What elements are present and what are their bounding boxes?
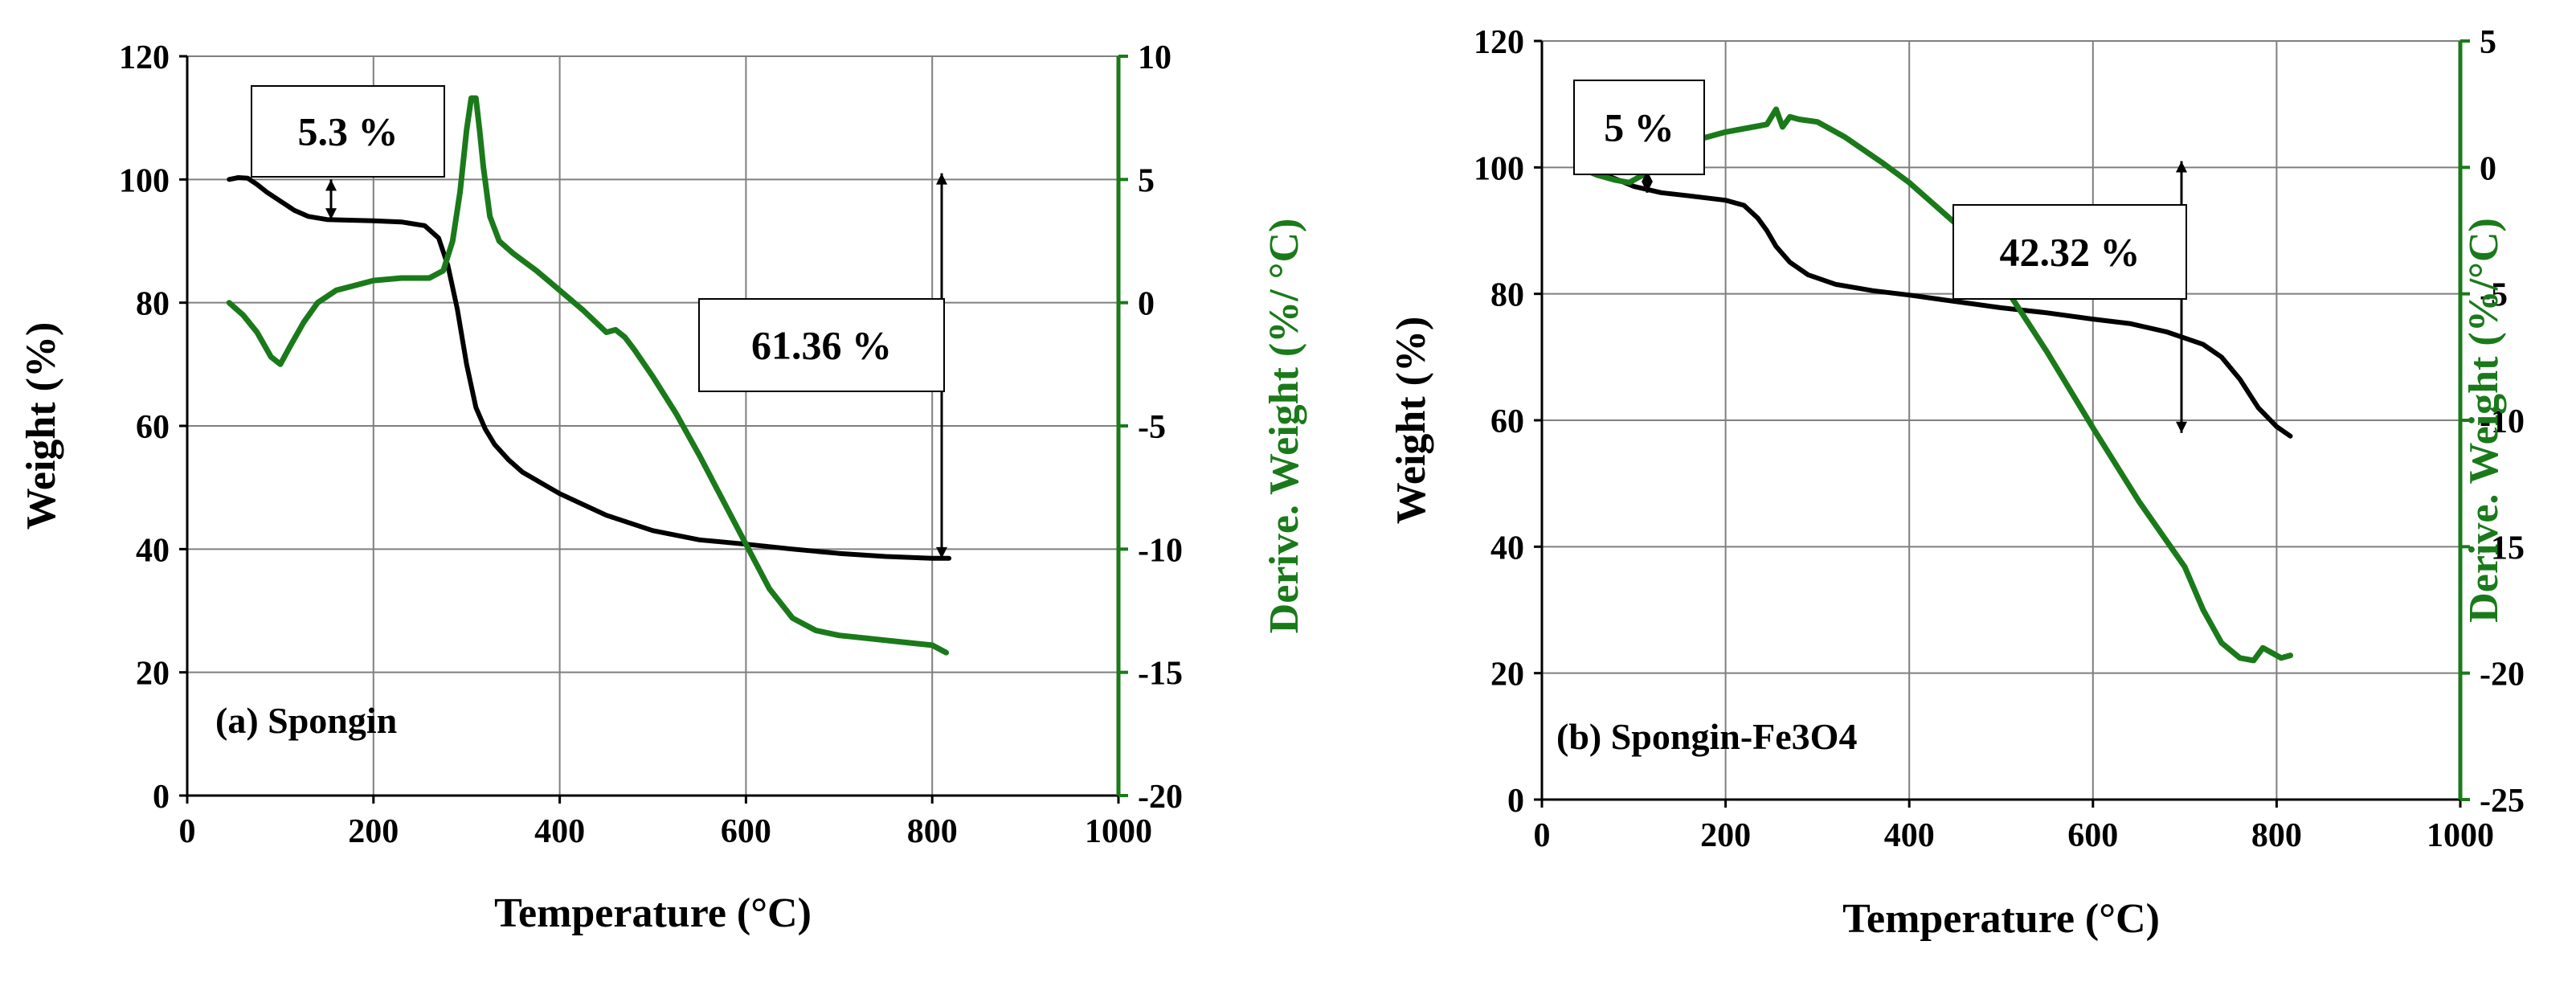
chart-panel-a: 0 200 400 600 800 1000020406080100120-20-15-1… [18,39,1307,936]
annotation-label: 61.36 % [751,323,892,368]
annotation-box [698,298,945,392]
y2-tick-label: -25 [2480,783,2525,820]
weight-loss-arrow-2-head-bottom [2176,421,2187,433]
chart-panel-b: 0 200 400 600 800 1000 0 20 40 60 80 100 120 -25 -20 -1… [1388,24,2525,942]
y2-tick-label: -20 [1138,779,1183,816]
weight-loss-arrow-2-head-top [936,173,947,185]
annotation-label: 5 % [1604,105,1674,150]
derivative-series-line [226,95,950,656]
x-tick-label: 1000 [1085,813,1152,850]
y-tick-label: 120 [119,39,170,76]
y-tick-label: 0 [153,779,170,816]
y-tick-label: 40 [136,532,170,569]
weight-loss-arrow-1-head-top [1642,170,1653,182]
y-tick-label: 120 [1474,24,1524,61]
y2-tick-label: -10 [1138,532,1183,569]
x-tick-label: 200 [348,813,399,850]
y2-axis-title: Derive. Weight (%/ °C) [1261,219,1307,634]
y2-tick-label: 0 [1138,286,1155,323]
y2-tick-label: -15 [1138,656,1183,693]
weight-loss-arrow-2-head-top [2176,161,2187,173]
panel-label: (b) Spongin-Fe3O4 [1556,716,1857,757]
x-tick-label: 800 [2251,817,2302,854]
x-tick-label: 400 [534,813,585,850]
y2-tick-label: 5 [1138,162,1155,199]
annotation-box [1952,204,2187,300]
y-tick-label: 60 [1490,403,1524,440]
y2-tick-label: 0 [2480,150,2496,187]
y2-tick-label: -15 [2480,530,2525,567]
y2-tick-label: 5 [2480,24,2496,61]
y-tick-label: 20 [136,656,170,693]
y-axis-title: Weight (%) [18,322,64,530]
x-tick-label: 800 [907,813,958,850]
y-tick-label: 80 [1490,277,1524,314]
y2-tick-label: -5 [2480,277,2508,314]
x-tick-label: 1000 [2427,817,2494,854]
y2-tick-label: -20 [2480,657,2525,693]
y2-tick-label: 10 [1138,39,1171,76]
y-tick-label: 20 [1490,657,1524,693]
x-tick-label: 600 [721,813,771,850]
x-tick-label: 0 [179,813,196,850]
x-axis-title: Temperature (°C) [1842,896,2160,942]
y-tick-label: 80 [136,286,170,323]
annotation-label: 5.3 % [298,109,399,154]
y2-tick-label: -5 [1138,409,1166,446]
y2-tick-label: -10 [2480,403,2525,440]
y-tick-label: 100 [1474,150,1524,187]
x-tick-label: 0 [1534,817,1551,854]
y-tick-label: 40 [1490,530,1524,567]
weight-loss-arrow-2-head-bottom [936,546,947,558]
annotation-box [251,85,445,178]
weight-series-line [1576,165,2293,439]
weight-loss-arrow-1-head-bottom [325,208,337,220]
weight-loss-arrow-1-head-bottom [1642,181,1653,193]
x-tick-label: 200 [1700,817,1751,854]
x-tick-label: 600 [2067,817,2118,854]
x-axis-title: Temperature (°C) [494,890,812,936]
y-tick-label: 0 [1507,783,1524,820]
weight-loss-arrow-1-head-top [325,179,337,191]
y-tick-label: 100 [119,162,170,199]
panel-label: (a) Spongin [215,700,397,741]
annotation-box [1573,80,1705,175]
y-axis-title: Weight (%) [1388,317,1434,525]
weight-series-line [227,175,952,561]
y2-axis-title: Derive. Weight (%/°C) [2461,218,2507,623]
y-tick-label: 60 [136,409,170,446]
x-tick-label: 400 [1884,817,1935,854]
annotation-label: 42.32 % [2000,230,2141,275]
